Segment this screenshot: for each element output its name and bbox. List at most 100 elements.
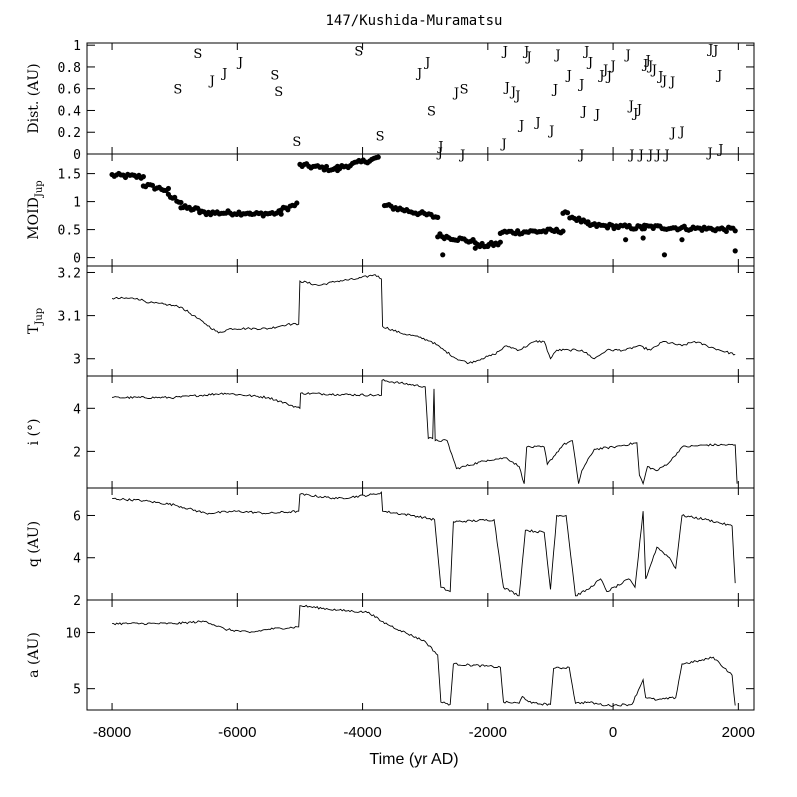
panel-incl: 2 4 i (°) bbox=[26, 375, 755, 489]
panel-moid: 0 0.5 1 1.5 MOIDJup bbox=[26, 153, 755, 267]
marker-J: J bbox=[627, 148, 634, 163]
marker-S: S bbox=[173, 83, 182, 98]
moid-point bbox=[564, 210, 571, 216]
moid-point bbox=[472, 245, 478, 251]
marker-S: S bbox=[427, 104, 436, 119]
y-tick-label: 0.4 bbox=[58, 104, 82, 119]
marker-J: J bbox=[577, 77, 584, 92]
marker-J: J bbox=[580, 104, 587, 119]
marker-J: J bbox=[436, 139, 443, 154]
y-tick-label: 0.8 bbox=[58, 61, 81, 76]
panel-frame bbox=[86, 265, 755, 377]
marker-J: J bbox=[236, 56, 243, 71]
y-tick-label: 1 bbox=[73, 39, 81, 54]
marker-J: J bbox=[220, 66, 227, 81]
marker-J: J bbox=[586, 56, 593, 71]
x-tick-label: -6000 bbox=[218, 724, 256, 741]
y-tick-label: 2 bbox=[73, 594, 81, 609]
x-tick-label: -4000 bbox=[343, 724, 381, 741]
y-axis-label: TJup bbox=[26, 308, 45, 334]
moid-point bbox=[435, 214, 441, 220]
marker-J: J bbox=[517, 119, 524, 134]
y-axis-label: Dist. (AU) bbox=[26, 63, 42, 133]
marker-J: J bbox=[631, 107, 638, 122]
marker-S: S bbox=[274, 85, 283, 100]
series-line-a bbox=[112, 604, 736, 707]
x-tick-label: 2000 bbox=[722, 724, 755, 741]
moid-point bbox=[576, 215, 582, 221]
x-tick-label: -2000 bbox=[469, 724, 507, 741]
marker-S: S bbox=[270, 69, 279, 84]
y-tick-label: 0.2 bbox=[58, 126, 81, 141]
panel-frame bbox=[86, 375, 755, 489]
y-tick-label: 0.5 bbox=[58, 224, 81, 239]
moid-point bbox=[323, 163, 330, 170]
moid-point bbox=[172, 194, 178, 200]
marker-J: J bbox=[627, 99, 634, 114]
marker-J: J bbox=[415, 66, 422, 81]
marker-J: J bbox=[660, 74, 667, 89]
y-tick-label: 4 bbox=[73, 552, 81, 567]
series-line-q bbox=[112, 491, 736, 597]
marker-J: J bbox=[547, 124, 554, 139]
marker-J: J bbox=[656, 70, 663, 85]
moid-point bbox=[294, 200, 300, 206]
y-tick-label: 1 bbox=[73, 196, 81, 211]
marker-J: J bbox=[509, 85, 516, 100]
y-tick-label: 3 bbox=[73, 353, 81, 368]
marker-J: J bbox=[597, 69, 604, 84]
marker-J: J bbox=[458, 148, 465, 163]
y-tick-label: 3.1 bbox=[58, 310, 81, 325]
marker-J: J bbox=[677, 125, 684, 140]
moid-point bbox=[375, 154, 381, 160]
x-tick-label: 0 bbox=[609, 724, 617, 741]
moid-point bbox=[497, 239, 503, 245]
marker-J: J bbox=[503, 81, 510, 96]
marker-J: J bbox=[641, 58, 648, 73]
moid-point bbox=[732, 248, 738, 254]
marker-J: J bbox=[208, 74, 215, 89]
marker-J: J bbox=[637, 148, 644, 163]
marker-J: J bbox=[635, 102, 642, 117]
y-axis-label: a (AU) bbox=[26, 632, 42, 678]
moid-point bbox=[560, 228, 566, 234]
marker-J: J bbox=[513, 89, 520, 104]
marker-J: J bbox=[662, 148, 669, 163]
y-axis-label: i (°) bbox=[26, 419, 42, 446]
marker-J: J bbox=[553, 48, 560, 63]
x-tick-label: -8000 bbox=[93, 724, 131, 741]
marker-S: S bbox=[292, 135, 301, 150]
y-tick-label: 1.5 bbox=[58, 168, 81, 183]
marker-J: J bbox=[525, 50, 532, 65]
x-axis: -8000 -6000 -4000 -2000 0 2000 bbox=[93, 724, 755, 741]
y-tick-label: 0.6 bbox=[58, 83, 81, 98]
y-tick-label: 6 bbox=[73, 509, 81, 524]
marker-J: J bbox=[654, 148, 661, 163]
marker-J: J bbox=[716, 143, 723, 158]
moid-point bbox=[178, 199, 184, 206]
marker-S: S bbox=[193, 47, 202, 62]
y-tick-label: 4 bbox=[73, 402, 81, 417]
marker-S: S bbox=[376, 130, 385, 145]
marker-J: J bbox=[423, 56, 430, 71]
moid-point bbox=[440, 252, 446, 258]
panel-tjup: 3 3.1 3.2 TJup bbox=[26, 265, 755, 377]
moid-point bbox=[732, 228, 738, 234]
moid-point bbox=[278, 211, 284, 217]
y-axis-label: q (AU) bbox=[26, 521, 42, 567]
marker-J: J bbox=[522, 45, 529, 60]
marker-J: J bbox=[551, 83, 558, 98]
panel-q: 2 4 6 q (AU) bbox=[26, 487, 755, 609]
marker-J: J bbox=[582, 45, 589, 60]
y-axis-label: MOIDJup bbox=[26, 180, 45, 239]
marker-J: J bbox=[452, 86, 459, 101]
marker-J: J bbox=[715, 69, 722, 84]
moid-points bbox=[109, 154, 738, 258]
marker-J: J bbox=[593, 108, 600, 123]
marker-J: J bbox=[650, 63, 657, 78]
marker-J: J bbox=[501, 45, 508, 60]
y-tick-label: 2 bbox=[73, 445, 81, 460]
marker-J: J bbox=[646, 59, 653, 74]
